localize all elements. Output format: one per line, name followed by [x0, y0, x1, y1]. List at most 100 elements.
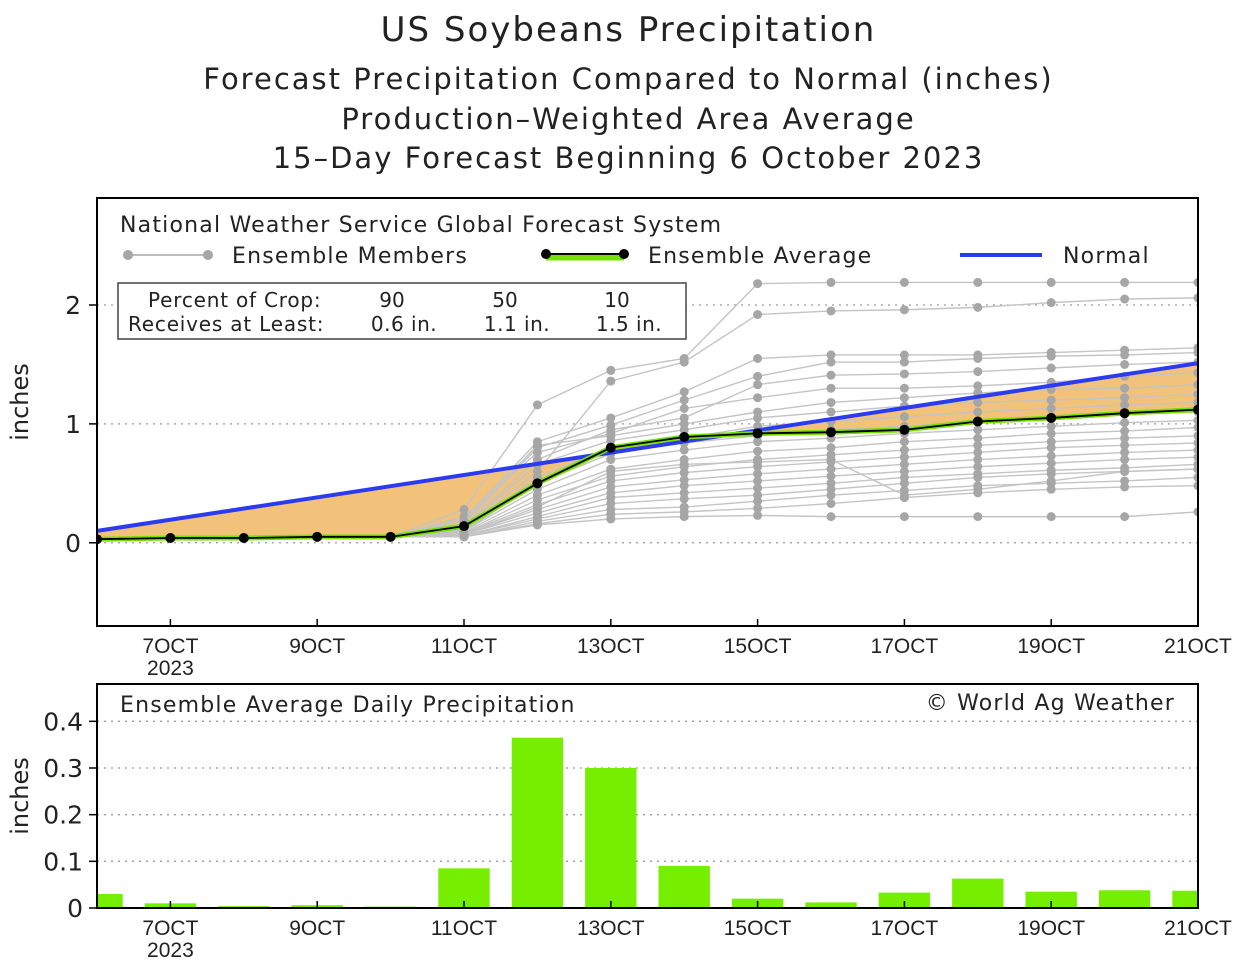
legend-average-marker	[619, 249, 629, 259]
ensemble-member-point	[899, 478, 909, 488]
daily-precip-bar	[97, 894, 123, 908]
ensemble-member-point	[606, 365, 616, 375]
ensemble-member-point	[973, 367, 983, 377]
x-tick-label: 21OCT	[1164, 917, 1232, 940]
ensemble-member-point	[1046, 512, 1056, 522]
ensemble-member-point	[1120, 418, 1130, 428]
ensemble-member-point	[973, 455, 983, 465]
ensemble-member-point	[459, 504, 469, 514]
ensemble-member-point	[1046, 277, 1056, 287]
ensemble-member-point	[1193, 438, 1198, 448]
ensemble-member-point	[1193, 397, 1198, 407]
ensemble-member-point	[532, 400, 542, 410]
daily-precip-bar	[585, 768, 637, 908]
x-tick-label: 11OCT	[431, 635, 497, 658]
ensemble-member-point	[753, 310, 763, 320]
ensemble-member-point	[1120, 426, 1130, 436]
ensemble-member-point	[973, 381, 983, 391]
ensemble-member-point	[1193, 293, 1198, 303]
ensemble-member-point	[1193, 481, 1198, 491]
ensemble-member-point	[1046, 428, 1056, 438]
chart-subtitle-3: 15–Day Forecast Beginning 6 October 2023	[272, 141, 985, 175]
ensemble-member-point	[826, 499, 836, 509]
ensemble-member-point	[679, 387, 689, 397]
x-tick-label: 13OCT	[577, 635, 645, 658]
ensemble-member-point	[1046, 443, 1056, 453]
crop-row2-label: Receives at Least:	[128, 312, 324, 336]
legend-average-marker	[541, 249, 551, 259]
y-tick-label: 0	[67, 894, 83, 923]
ensemble-average-point	[97, 534, 102, 545]
ensemble-member-point	[899, 452, 909, 462]
ensemble-member-point	[753, 457, 763, 467]
ensemble-member-point	[1046, 451, 1056, 461]
crop-percent-value: 10	[604, 288, 629, 312]
ensemble-member-point	[826, 464, 836, 474]
ensemble-member-point	[1120, 383, 1130, 393]
y-tick-label: 0.1	[43, 847, 83, 876]
ensemble-member-point	[679, 459, 689, 469]
y-tick-label: 0.4	[43, 707, 83, 736]
ensemble-member-point	[973, 433, 983, 443]
ensemble-average-point	[165, 533, 176, 544]
ensemble-member-point	[1046, 421, 1056, 431]
ensemble-member-point	[826, 370, 836, 380]
ensemble-member-point	[1193, 389, 1198, 399]
daily-plot-frame	[96, 683, 1199, 909]
y-tick-label: 1	[65, 410, 81, 439]
y-axis-label: inches	[6, 363, 34, 441]
crop-percent-value: 90	[379, 288, 404, 312]
ensemble-average-point	[1119, 408, 1130, 419]
daily-precip-bar	[658, 866, 710, 908]
ensemble-member-point	[1193, 348, 1198, 358]
x-tick-label: 9OCT	[289, 917, 345, 940]
ensemble-member-point	[826, 512, 836, 522]
ensemble-member-point	[1120, 294, 1130, 304]
ensemble-member-point	[1120, 440, 1130, 450]
ensemble-member-point	[826, 455, 836, 465]
ensemble-member-point	[973, 512, 983, 522]
ensemble-member-point	[826, 357, 836, 367]
ensemble-member-point	[899, 490, 909, 500]
ensemble-average-point	[385, 531, 396, 542]
ensemble-member-point	[899, 412, 909, 422]
forecast-plot-area	[97, 277, 1198, 545]
ensemble-member-point	[1120, 433, 1130, 443]
ensemble-member-point	[1193, 507, 1198, 517]
chart-subtitle-2: Production–Weighted Area Average	[341, 102, 916, 136]
ensemble-member-point	[1193, 368, 1198, 378]
ensemble-member-point	[1120, 482, 1130, 492]
ensemble-member-point	[899, 369, 909, 379]
ensemble-member-point	[679, 481, 689, 491]
ensemble-member-point	[899, 437, 909, 447]
ensemble-average-point	[752, 428, 763, 439]
x-tick-label: 17OCT	[871, 635, 939, 658]
legend-members-marker	[123, 250, 133, 260]
ensemble-member-point	[1046, 484, 1056, 494]
x-tick-label: 19OCT	[1017, 635, 1085, 658]
ensemble-member-point	[679, 445, 689, 455]
ensemble-member-point	[606, 413, 616, 423]
ensemble-member-point	[899, 383, 909, 393]
daily-precip-bar	[952, 878, 1004, 908]
ensemble-member-point	[1046, 363, 1056, 373]
ensemble-member-point	[606, 376, 616, 386]
ensemble-average-point	[1046, 412, 1057, 423]
ensemble-member-point	[459, 529, 469, 539]
ensemble-member-point	[826, 471, 836, 481]
x-tick-label: 19OCT	[1017, 917, 1085, 940]
ensemble-member-point	[1046, 476, 1056, 486]
ensemble-member-point	[1120, 393, 1130, 403]
ensemble-member-point	[826, 306, 836, 316]
ensemble-member-point	[973, 472, 983, 482]
x-tick-label: 17OCT	[871, 917, 939, 940]
ensemble-member-point	[532, 502, 542, 512]
ensemble-member-point	[899, 512, 909, 522]
ensemble-member-point	[973, 302, 983, 312]
crop-amount-value: 0.6 in.	[371, 312, 437, 336]
ensemble-member-point	[899, 277, 909, 287]
x-tick-label: 7OCT	[142, 635, 198, 658]
ensemble-member-point	[753, 510, 763, 520]
ensemble-member-point	[1046, 458, 1056, 468]
